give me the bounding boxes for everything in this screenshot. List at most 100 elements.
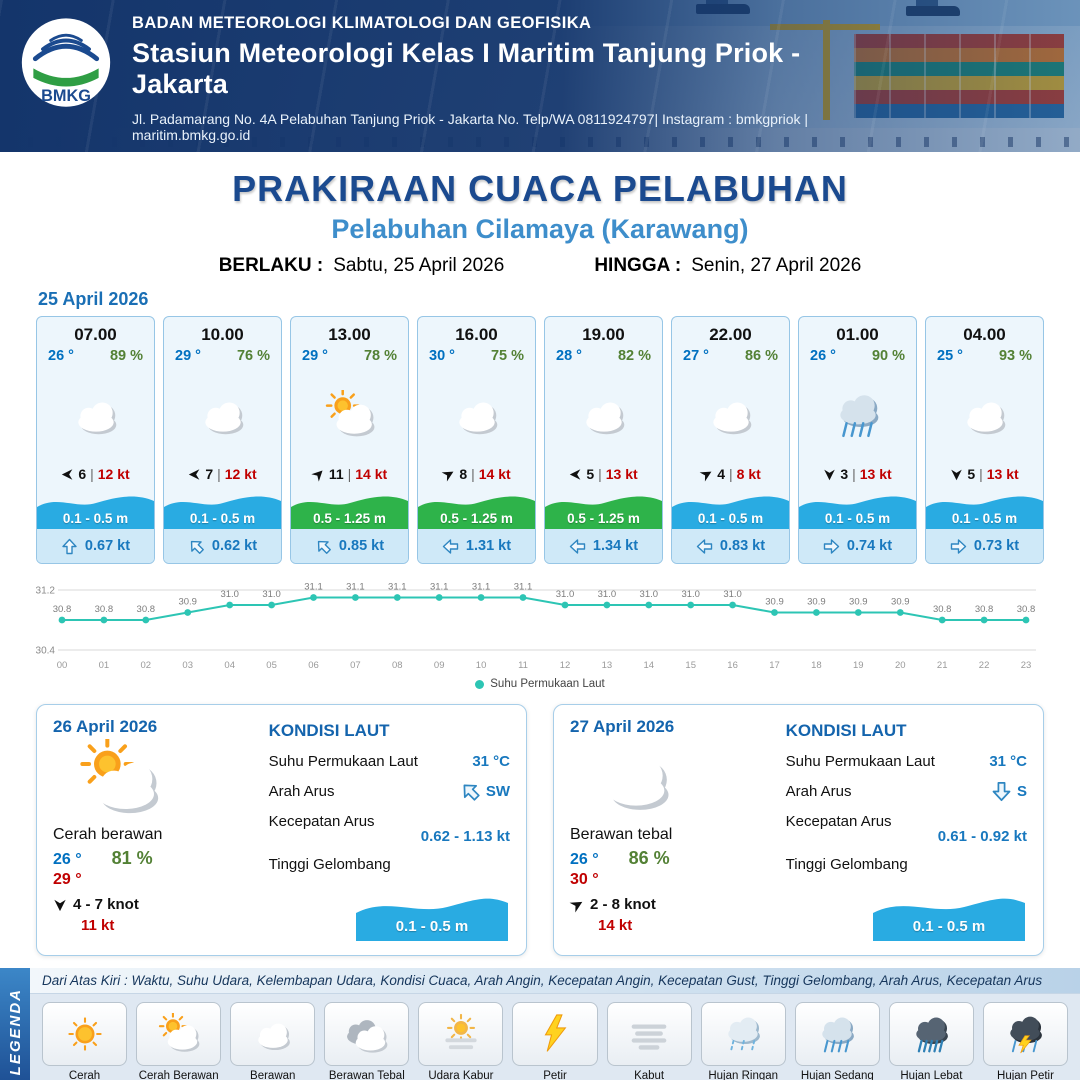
wind-speed: 5 (586, 466, 595, 482)
card-temperature: 30 ° (429, 348, 455, 364)
day-wind: 2 - 8 knot (569, 896, 776, 913)
wind-direction-icon (951, 469, 963, 480)
current-speed: 0.85 kt (338, 538, 385, 554)
svg-text:30.8: 30.8 (1017, 604, 1036, 615)
legend-icon-petir (512, 1002, 598, 1066)
card-wave-height: 0.1 - 0.5 m (926, 489, 1043, 529)
svg-text:31.2: 31.2 (36, 586, 55, 597)
svg-text:30.9: 30.9 (891, 597, 910, 608)
card-humidity: 90 % (871, 348, 905, 364)
legend-item-berawan: Berawan (230, 1002, 316, 1080)
current-speed: 1.31 kt (465, 538, 512, 554)
gust-speed: 8 kt (736, 466, 761, 482)
sst-label: Suhu Permukaan Laut (268, 753, 418, 770)
header-text: BADAN METEOROLOGI KLIMATOLOGI DAN GEOFIS… (132, 14, 850, 143)
svg-text:30.8: 30.8 (137, 604, 156, 615)
card-temp-humidity: 26 ° 89 % (37, 345, 154, 364)
current-speed-label: Kecepatan Arus (268, 813, 375, 830)
sst-value: 31 °C (472, 753, 510, 770)
card-humidity: 89 % (109, 348, 143, 364)
header-banner: BMKG BADAN METEOROLOGI KLIMATOLOGI DAN G… (0, 0, 1080, 152)
card-wave-height: 0.5 - 1.25 m (291, 489, 408, 529)
svg-text:31.0: 31.0 (681, 589, 700, 600)
card-wave-height: 0.5 - 1.25 m (545, 489, 662, 529)
svg-text:31.0: 31.0 (556, 589, 575, 600)
legend-dot-icon (475, 679, 485, 689)
svg-text:23: 23 (1021, 660, 1032, 671)
day-condition: Cerah berawan (53, 826, 163, 843)
current-direction-icon (442, 538, 459, 554)
legend-item-kabut: Kabut (606, 1002, 692, 1080)
legend-icon-cerah (42, 1002, 128, 1066)
svg-text:30.8: 30.8 (53, 604, 72, 615)
card-wind: 4 | 8 kt (672, 466, 789, 489)
title-section: PRAKIRAAN CUACA PELABUHAN Pelabuhan Cila… (0, 168, 1080, 277)
svg-text:03: 03 (182, 660, 193, 671)
svg-text:20: 20 (895, 660, 906, 671)
svg-text:30.9: 30.9 (849, 597, 868, 608)
legend-item-hujan-petir: Hujan Petir (982, 1002, 1069, 1080)
card-humidity: 93 % (998, 348, 1032, 364)
day-condition: Berawan tebal (570, 826, 673, 843)
legend-icon-berawan-tebal (324, 1002, 410, 1066)
card-wave-height: 0.5 - 1.25 m (418, 489, 535, 529)
wind-speed: 3 (840, 466, 849, 482)
card-humidity: 75 % (490, 348, 524, 364)
svg-text:11: 11 (518, 660, 528, 671)
valid-to-value: Senin, 27 April 2026 (691, 255, 862, 276)
svg-text:06: 06 (308, 660, 319, 671)
weather-icon-berawan (37, 364, 154, 466)
card-current: 1.31 kt (418, 529, 535, 563)
card-time: 16.00 (455, 325, 498, 344)
day-temp-max: 30 ° (570, 871, 599, 888)
sea-conditions: KONDISI LAUT Suhu Permukaan Laut 31 °C Arah… (786, 717, 1027, 943)
legend-item-petir: Petir (512, 1002, 598, 1080)
weather-icon-berawan (418, 364, 535, 466)
card-current: 0.67 kt (37, 529, 154, 563)
wind-speed: 4 (717, 466, 726, 482)
svg-text:31.1: 31.1 (388, 582, 407, 593)
legend-label: Berawan (250, 1070, 296, 1080)
wind-direction-icon (570, 468, 581, 480)
weather-icon-berawan (926, 364, 1043, 466)
svg-text:31.0: 31.0 (262, 589, 281, 600)
svg-text:14: 14 (644, 660, 655, 671)
current-speed: 0.83 kt (719, 538, 766, 554)
svg-text:30.4: 30.4 (36, 646, 55, 657)
svg-text:31.0: 31.0 (598, 589, 617, 600)
card-temperature: 27 ° (683, 348, 709, 364)
legend-item-cerah-berawan: Cerah Berawan (136, 1002, 222, 1080)
card-time: 13.00 (328, 325, 371, 344)
svg-text:00: 00 (57, 660, 68, 671)
station-address: Jl. Padamarang No. 4A Pelabuhan Tanjung … (132, 110, 809, 143)
day-wind-speed: 4 - 7 knot (73, 896, 139, 913)
svg-text:30.8: 30.8 (933, 604, 952, 615)
current-direction-value: S (991, 781, 1027, 802)
weather-icon-berawan (570, 737, 776, 824)
card-temp-humidity: 25 ° 93 % (926, 345, 1043, 364)
day-temp-max: 29 ° (53, 871, 82, 888)
card-time: 04.00 (963, 325, 1006, 344)
wind-direction-icon (189, 468, 200, 480)
current-direction-label: Arah Arus (785, 783, 852, 800)
current-direction-value: SW (460, 781, 510, 802)
current-direction-icon (463, 784, 480, 801)
card-wind: 6 | 12 kt (37, 466, 154, 489)
gust-speed: 12 kt (224, 466, 257, 482)
legend-label: Hujan Ringan (708, 1070, 779, 1080)
weather-icon-berawan (545, 364, 662, 466)
card-wave-height: 0.1 - 0.5 m (799, 489, 916, 529)
card-time: 19.00 (582, 325, 625, 344)
wind-speed: 7 (205, 466, 214, 482)
card-temperature: 26 ° (810, 348, 836, 364)
page-title: PRAKIRAAN CUACA PELABUHAN (232, 168, 848, 209)
legend-icon-hujan-lebat (888, 1002, 974, 1066)
svg-text:13: 13 (602, 660, 613, 671)
legend-item-cerah: Cerah (42, 1002, 128, 1080)
svg-text:30.9: 30.9 (807, 597, 826, 608)
wind-direction-icon (441, 471, 454, 482)
valid-from-value: Sabtu, 25 April 2026 (333, 255, 505, 276)
card-time: 07.00 (74, 325, 117, 344)
sst-label: Suhu Permukaan Laut (785, 753, 935, 770)
svg-text:19: 19 (853, 660, 864, 671)
